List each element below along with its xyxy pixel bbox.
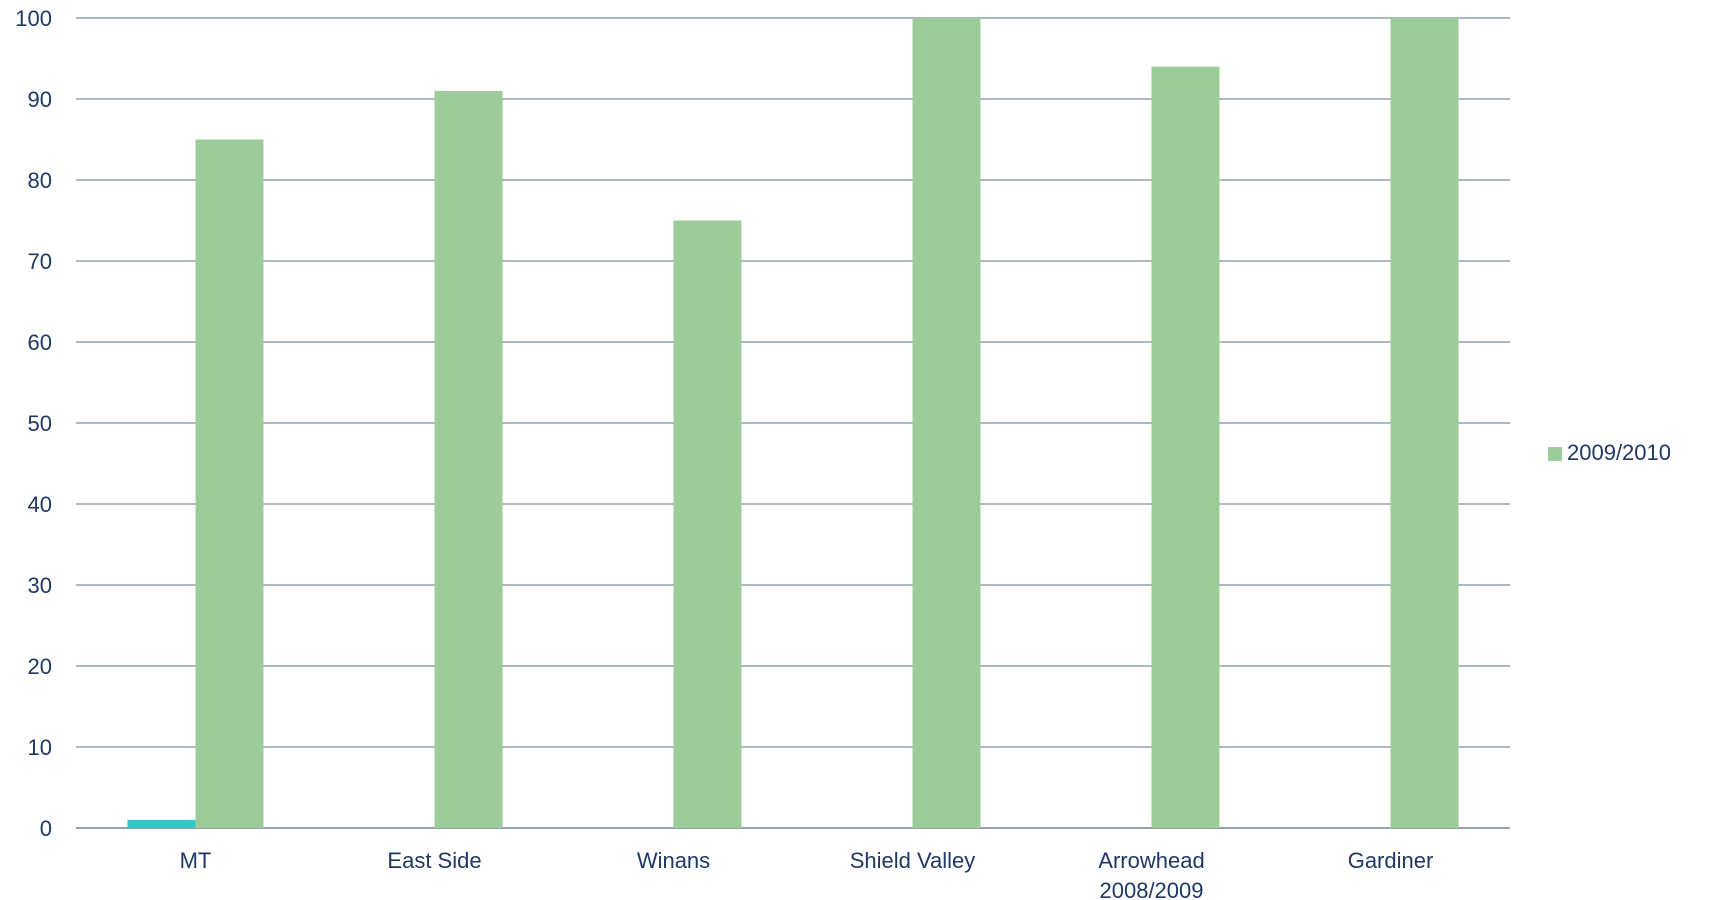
- x-category-label: Winans: [637, 848, 710, 873]
- x-category-label: Shield Valley: [850, 848, 976, 873]
- y-tick-label: 50: [28, 411, 52, 436]
- y-tick-label: 0: [40, 816, 52, 841]
- y-tick-label: 80: [28, 168, 52, 193]
- y-tick-label: 90: [28, 87, 52, 112]
- x-category-label: 2008/2009: [1100, 878, 1204, 900]
- y-tick-label: 10: [28, 735, 52, 760]
- y-axis-tick-labels: 0 10 20 30 40 50 60 70 80 90 100: [15, 6, 52, 841]
- x-category-label: East Side: [387, 848, 481, 873]
- legend: 2009/2010: [1548, 440, 1671, 465]
- bar-series-2-3: [912, 18, 981, 828]
- legend-label: 2009/2010: [1567, 440, 1671, 465]
- bar-series-2-5: [1390, 18, 1459, 828]
- x-category-label: Arrowhead: [1098, 848, 1204, 873]
- bar-series-2-4: [1151, 66, 1220, 829]
- y-tick-label: 70: [28, 249, 52, 274]
- y-tick-label: 30: [28, 573, 52, 598]
- legend-swatch: [1548, 447, 1562, 461]
- y-tick-label: 20: [28, 654, 52, 679]
- gridlines: [76, 17, 1510, 829]
- y-tick-label: 40: [28, 492, 52, 517]
- bars: [127, 18, 1459, 829]
- bar-series-2-2: [673, 220, 742, 828]
- y-tick-label: 60: [28, 330, 52, 355]
- bar-series-1-0: [127, 819, 196, 828]
- x-category-label: MT: [180, 848, 212, 873]
- x-axis-category-labels: MT East Side Winans Shield Valley Arrowhead 2…: [180, 848, 1434, 900]
- x-category-label: Gardiner: [1348, 848, 1434, 873]
- bar-series-2-0: [195, 139, 264, 828]
- y-tick-label: 100: [15, 6, 52, 31]
- bar-series-2-1: [434, 90, 503, 828]
